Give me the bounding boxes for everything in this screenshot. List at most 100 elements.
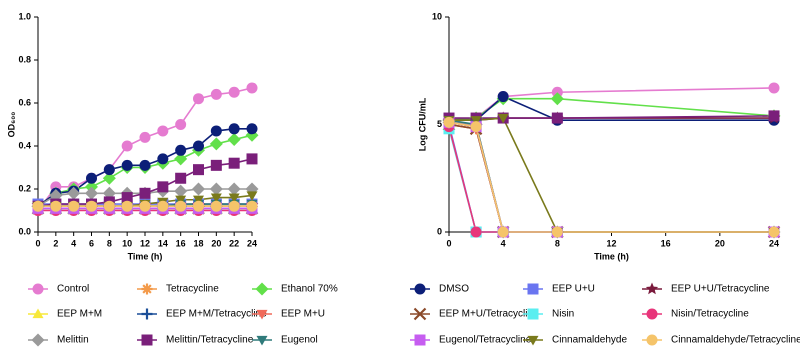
x-tick-label: 20	[211, 238, 221, 248]
data-point	[768, 226, 780, 238]
x-tick-label: 12	[140, 238, 150, 248]
legend-marker	[527, 308, 539, 320]
y-tick-label: 0.8	[18, 54, 31, 64]
legend-marker	[32, 308, 44, 319]
data-point	[102, 171, 116, 185]
legend-label: EEP M+M/Tetracycline	[166, 309, 267, 320]
data-point	[193, 140, 204, 152]
series-line	[448, 121, 774, 233]
data-point	[121, 200, 133, 212]
y-tick-label: 0.0	[18, 226, 31, 236]
data-point	[175, 200, 187, 212]
legend-label: Cinnamaldehyde	[552, 335, 627, 346]
x-tick-label: 6	[89, 238, 94, 248]
data-point	[139, 200, 151, 212]
x-tick-label: 20	[715, 238, 725, 248]
data-point	[175, 195, 187, 206]
y-tick-label: 0.6	[18, 97, 31, 107]
legend-marker	[646, 334, 658, 346]
legend-label: Eugenol/Tetracycline	[439, 335, 532, 346]
legend-label: Eugenol	[281, 335, 318, 346]
x-tick-label: 24	[247, 238, 257, 248]
data-point	[121, 192, 133, 204]
x-tick-label: 16	[176, 238, 186, 248]
x-tick-label: 0	[446, 238, 451, 248]
data-point	[497, 113, 509, 124]
legend-label: EEP M+U	[281, 309, 325, 320]
data-point	[210, 193, 222, 204]
legend-marker	[256, 309, 268, 320]
data-point	[227, 133, 241, 147]
data-point	[85, 186, 98, 200]
legend-marker	[413, 307, 427, 321]
data-point	[174, 152, 188, 166]
data-point	[246, 200, 258, 212]
legend-marker	[141, 283, 153, 295]
data-point	[443, 116, 455, 128]
data-point	[470, 116, 482, 126]
data-point	[157, 153, 169, 165]
data-point	[175, 119, 187, 130]
data-point	[67, 186, 81, 200]
x-tick-label: 16	[661, 238, 671, 248]
data-point	[32, 200, 44, 212]
data-point	[193, 164, 204, 176]
legend-label: EEP U+U	[552, 284, 595, 295]
data-point	[246, 123, 258, 135]
x-tick-label: 10	[122, 238, 132, 248]
x-tick-label: 22	[229, 238, 239, 248]
data-point	[193, 195, 204, 206]
data-point	[227, 182, 241, 196]
legend-marker	[255, 282, 269, 296]
data-point	[121, 140, 133, 152]
data-point	[210, 125, 222, 137]
series-line	[448, 121, 774, 233]
legend-label: Tetracycline	[166, 284, 219, 295]
legend-marker	[32, 283, 44, 295]
legend-marker	[141, 308, 153, 320]
y-tick-label: 0.2	[18, 183, 31, 193]
legend-marker	[31, 333, 45, 347]
legend-label: Nisin/Tetracycline	[671, 309, 749, 320]
series-line	[448, 121, 774, 233]
legend-marker	[645, 282, 659, 295]
y-axis-label: Log CFU/mL	[417, 97, 427, 151]
data-point	[139, 159, 151, 171]
legend-marker	[414, 283, 426, 295]
data-point	[210, 159, 222, 171]
data-point	[551, 226, 563, 238]
data-point	[86, 200, 97, 212]
x-tick-label: 12	[606, 238, 616, 248]
data-point	[768, 110, 780, 122]
legend-marker	[527, 283, 539, 295]
x-tick-label: 14	[158, 238, 168, 248]
x-tick-label: 24	[769, 238, 779, 248]
data-point	[86, 172, 97, 184]
data-point	[68, 200, 80, 212]
series-line	[448, 123, 774, 233]
data-point	[50, 200, 62, 212]
x-tick-label: 8	[555, 238, 560, 248]
legend-label: EEP M+U/Tetracycline	[439, 309, 539, 320]
data-point	[246, 82, 258, 94]
data-point	[209, 182, 223, 196]
data-point	[228, 193, 240, 204]
legend-label: Control	[57, 284, 89, 295]
legend-label: Ethanol 70%	[281, 284, 338, 295]
series-line	[448, 126, 774, 233]
y-tick-label: 0.4	[18, 140, 31, 150]
legend-label: Nisin	[552, 309, 574, 320]
legend-marker	[141, 334, 153, 346]
x-axis-label: Time (h)	[594, 251, 629, 261]
data-point	[157, 200, 169, 212]
data-point	[193, 93, 204, 105]
legend-label: Melittin/Tetracycline	[166, 335, 254, 346]
series-line	[448, 128, 774, 233]
y-tick-label: 5	[437, 119, 442, 129]
x-tick-label: 4	[71, 238, 76, 248]
legend-marker	[256, 335, 268, 346]
data-point	[192, 182, 205, 196]
data-point	[157, 125, 169, 137]
legend-label: DMSO	[439, 284, 469, 295]
